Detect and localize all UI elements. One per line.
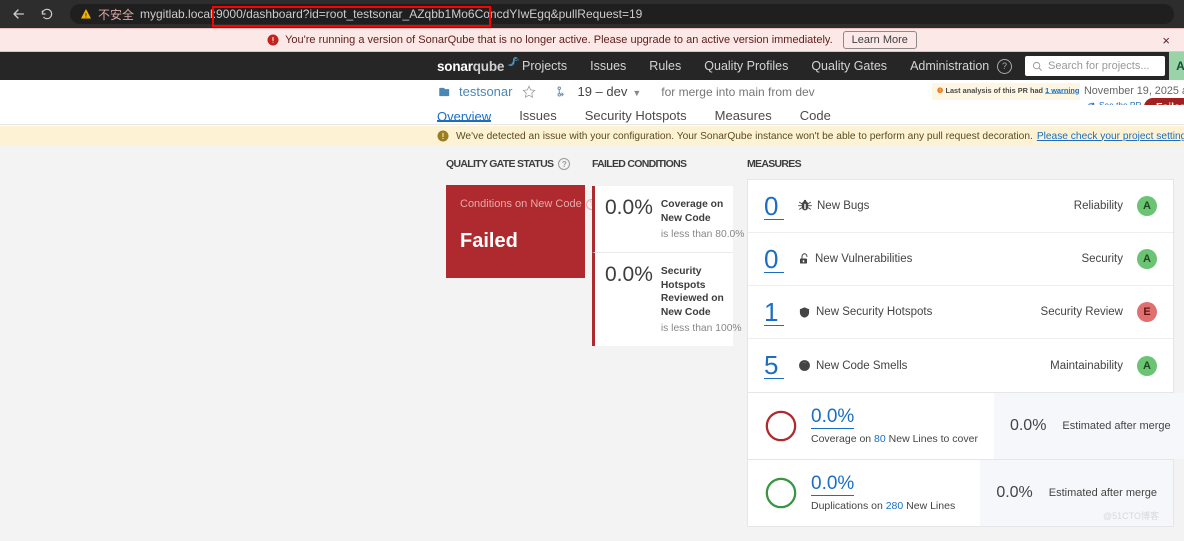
svg-text:!: !: [85, 13, 87, 20]
